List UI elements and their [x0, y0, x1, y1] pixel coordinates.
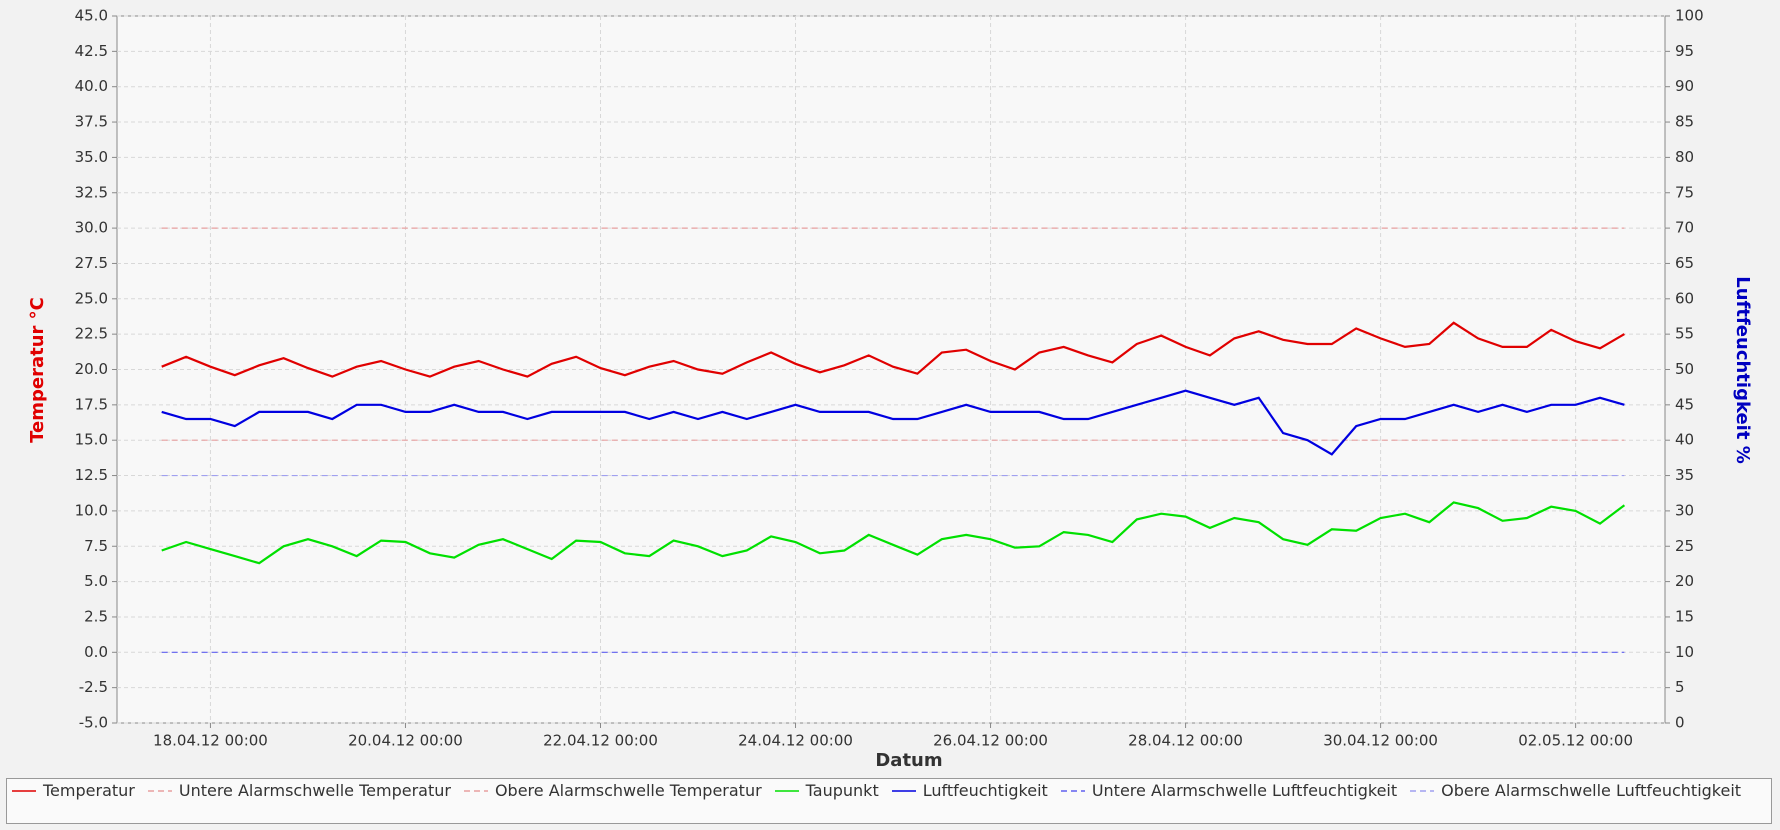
- legend-swatch: [12, 789, 36, 792]
- legend-item: Obere Alarmschwelle Luftfeuchtigkeit: [1409, 780, 1741, 801]
- y-tick-label: 35.0: [75, 148, 108, 166]
- y-tick-label: 20.0: [75, 360, 108, 378]
- legend-item: Taupunkt: [774, 780, 879, 801]
- y-tick-label: 5.0: [84, 572, 108, 590]
- y-tick-label: -2.5: [79, 678, 108, 696]
- y2-tick-label: 0: [1675, 714, 1685, 732]
- legend-item: Untere Alarmschwelle Temperatur: [147, 780, 451, 801]
- x-tick-label: 26.04.12 00:00: [933, 732, 1048, 750]
- y-tick-label: 42.5: [75, 42, 108, 60]
- y-tick-label: 15.0: [75, 431, 108, 449]
- y2-tick-label: 80: [1675, 148, 1694, 166]
- y-tick-label: 40.0: [75, 77, 108, 95]
- y2-tick-label: 50: [1675, 360, 1694, 378]
- y2-tick-label: 100: [1675, 7, 1704, 25]
- y-tick-label: 45.0: [75, 7, 108, 25]
- y-tick-label: 22.5: [75, 325, 108, 343]
- legend-label: Taupunkt: [805, 781, 879, 800]
- y2-tick-label: 75: [1675, 183, 1694, 201]
- y2-tick-label: 70: [1675, 219, 1694, 237]
- y2-tick-label: 5: [1675, 678, 1685, 696]
- chart: Datum Temperatur °C Luftfeuchtigkeit % -…: [27, 7, 1753, 772]
- legend-swatch: [463, 789, 488, 792]
- x-tick-label: 02.05.12 00:00: [1518, 732, 1633, 750]
- x-tick-label: 30.04.12 00:00: [1323, 732, 1438, 750]
- legend: Temperatur Untere Alarmschwelle Temperatu…: [6, 778, 1772, 824]
- legend-swatch: [147, 789, 172, 792]
- y2-tick-label: 10: [1675, 643, 1694, 661]
- legend-item: Temperatur: [11, 780, 135, 801]
- legend-label: Obere Alarmschwelle Luftfeuchtigkeit: [1441, 781, 1742, 800]
- x-tick-label: 18.04.12 00:00: [153, 732, 268, 750]
- y-tick-label: 37.5: [75, 113, 108, 131]
- y2-axis-label: Luftfeuchtigkeit %: [1732, 276, 1753, 464]
- legend-label: Untere Alarmschwelle Temperatur: [178, 781, 451, 800]
- y2-tick-label: 60: [1675, 289, 1694, 307]
- y2-tick-label: 40: [1675, 431, 1694, 449]
- y-tick-label: 7.5: [84, 537, 108, 555]
- legend-swatch: [1060, 789, 1085, 792]
- data-line: [161, 389, 1625, 456]
- y2-tick-label: 85: [1675, 113, 1694, 131]
- y-axis-label: Temperatur °C: [27, 297, 48, 443]
- legend-swatch: [891, 789, 916, 792]
- y2-tick-label: 25: [1675, 537, 1694, 555]
- y-tick-label: 32.5: [75, 183, 108, 201]
- y2-tick-label: 55: [1675, 325, 1694, 343]
- data-line: [161, 501, 1626, 565]
- y-tick-label: 0.0: [84, 643, 108, 661]
- legend-label: Temperatur: [43, 781, 135, 800]
- y-tick-label: 10.0: [75, 501, 108, 519]
- y-tick-label: 27.5: [75, 254, 108, 272]
- y2-tick-label: 95: [1675, 42, 1694, 60]
- y2-tick-label: 45: [1675, 395, 1694, 413]
- legend-item: Untere Alarmschwelle Luftfeuchtigkeit: [1060, 780, 1397, 801]
- x-tick-label: 24.04.12 00:00: [738, 732, 853, 750]
- legend-label: Untere Alarmschwelle Luftfeuchtigkeit: [1091, 781, 1398, 800]
- y-tick-label: -5.0: [79, 714, 108, 732]
- y2-tick-label: 30: [1675, 501, 1694, 519]
- x-tick-label: 28.04.12 00:00: [1128, 732, 1243, 750]
- y-tick-label: 12.5: [75, 466, 108, 484]
- x-tick-label: 20.04.12 00:00: [348, 732, 463, 750]
- x-axis-label: Datum: [875, 750, 942, 771]
- legend-item: Luftfeuchtigkeit: [891, 780, 1048, 801]
- legend-swatch: [1410, 789, 1435, 792]
- data-line: [161, 321, 1625, 378]
- y2-tick-label: 15: [1675, 607, 1694, 625]
- y-tick-label: 17.5: [75, 395, 108, 413]
- y-tick-label: 25.0: [75, 289, 108, 307]
- y-tick-label: 30.0: [75, 219, 108, 237]
- y-tick-label: 2.5: [84, 607, 108, 625]
- x-tick-label: 22.04.12 00:00: [543, 732, 658, 750]
- legend-item: Obere Alarmschwelle Temperatur: [463, 780, 762, 801]
- legend-label: Luftfeuchtigkeit: [922, 781, 1048, 800]
- y2-tick-label: 20: [1675, 572, 1694, 590]
- y2-tick-label: 65: [1675, 254, 1694, 272]
- y2-tick-label: 90: [1675, 77, 1694, 95]
- y2-tick-label: 35: [1675, 466, 1694, 484]
- legend-swatch: [774, 789, 799, 792]
- legend-label: Obere Alarmschwelle Temperatur: [494, 781, 762, 800]
